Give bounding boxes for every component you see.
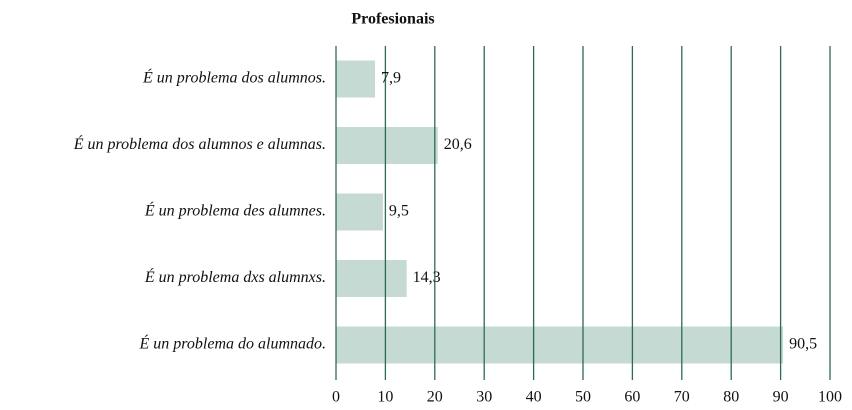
x-tick-label: 60 <box>624 389 640 406</box>
value-label: 14,3 <box>413 269 441 286</box>
x-tick-label: 40 <box>526 389 542 406</box>
bar <box>336 326 784 364</box>
x-tick-label: 30 <box>476 389 492 406</box>
x-tick-label: 10 <box>377 389 393 406</box>
bar <box>336 193 383 231</box>
category-label: É un problema dos alumnos e alumnas. <box>73 134 326 153</box>
x-tick-label: 90 <box>773 389 789 406</box>
value-label: 20,6 <box>444 136 472 153</box>
category-label: É un problema do alumnado. <box>138 334 326 353</box>
value-label: 9,5 <box>389 203 409 220</box>
bar <box>336 127 438 164</box>
value-label: 7,9 <box>381 70 401 87</box>
x-tick-label: 80 <box>723 389 739 406</box>
category-label: É un problema dxs alumnxs. <box>144 267 326 286</box>
category-label: É un problema des alumnes. <box>144 201 326 220</box>
x-tick-label: 100 <box>818 389 842 406</box>
bar <box>336 60 376 98</box>
chart-title: Profesionais <box>351 11 434 28</box>
x-tick-label: 20 <box>427 389 443 406</box>
x-tick-label: 50 <box>575 389 591 406</box>
x-tick-label: 70 <box>674 389 690 406</box>
category-label: É un problema dos alumnos. <box>142 68 326 87</box>
value-label: 90,5 <box>789 336 817 353</box>
bar <box>336 260 407 297</box>
x-tick-label: 0 <box>332 389 340 406</box>
